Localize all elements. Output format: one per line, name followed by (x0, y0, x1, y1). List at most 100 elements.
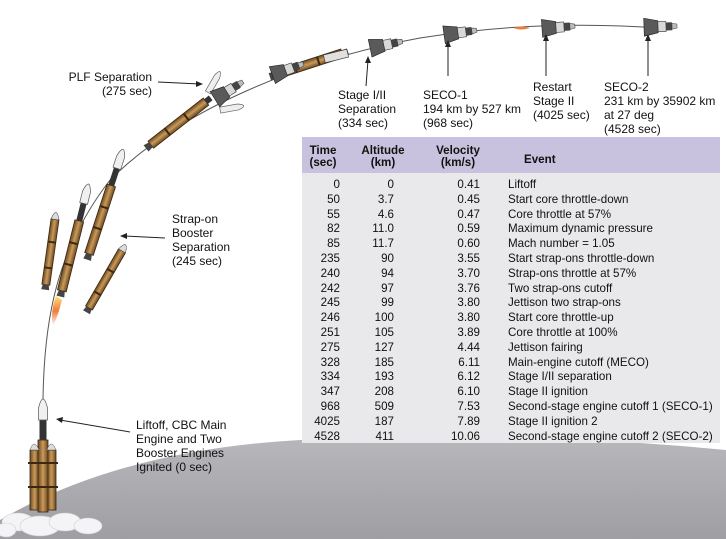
header-line: (sec) (309, 156, 337, 169)
label-line: Booster Engines (136, 446, 225, 460)
cell-time: 4025 (314, 414, 340, 428)
engine-flame (52, 296, 62, 326)
table-row: 4025 187 7.89 Stage II ignition 2 (302, 415, 720, 430)
label-line: SECO-1 (423, 88, 468, 102)
cell-event: Stage II ignition 2 (508, 414, 598, 428)
cell-velocity: 6.11 (458, 355, 480, 369)
cell-event: Start strap-ons throttle-down (508, 251, 655, 265)
header-event: Event (494, 137, 720, 173)
cell-event: Jettison fairing (508, 340, 583, 354)
label-line: Stage II (533, 94, 575, 108)
table-row: 85 11.7 0.60 Mach number = 1.05 (302, 237, 720, 252)
cell-altitude: 187 (374, 414, 394, 428)
cell-event: Second-stage engine cutoff 1 (SECO-1) (508, 399, 713, 413)
cell-altitude: 100 (374, 311, 394, 325)
cell-velocity: 0.60 (457, 237, 480, 251)
cell-event: Stage I/II separation (508, 370, 612, 384)
cell-time: 246 (320, 311, 340, 325)
cell-velocity: 3.55 (457, 251, 480, 265)
header-line: Velocity (436, 144, 480, 157)
table-row: 55 4.6 0.47 Core throttle at 57% (302, 208, 720, 223)
cell-altitude: 94 (381, 266, 394, 280)
cell-velocity: 3.70 (457, 266, 480, 280)
label-line: SECO-2 (604, 80, 649, 94)
header-line: Altitude (361, 144, 405, 157)
vehicle-at-plf-separation (142, 93, 214, 153)
cell-altitude: 193 (374, 370, 394, 384)
label-line: (4528 sec) (604, 122, 661, 136)
launch-vehicle-on-pad (28, 398, 58, 513)
cell-altitude: 208 (374, 385, 394, 399)
cell-time: 242 (320, 281, 340, 295)
table-row: 82 11.0 0.59 Maximum dynamic pressure (302, 222, 720, 237)
cell-time: 85 (327, 237, 340, 251)
cell-velocity: 3.89 (457, 325, 480, 339)
label-seco2: SECO-2 231 km by 35902 km at 27 deg (452… (604, 80, 715, 136)
separated-booster-left (40, 211, 61, 291)
flight-events-table: Time (sec) Altitude (km) Velocity (km/s)… (302, 137, 720, 443)
label-line: (968 sec) (423, 116, 474, 130)
label-line: Liftoff, CBC Main (136, 418, 227, 432)
cell-time: 55 (327, 207, 340, 221)
fairing-half-lower (219, 102, 245, 114)
vehicle-ascending (52, 182, 94, 326)
callout-arrows (56, 34, 651, 433)
label-restart: Restart Stage II (4025 sec) (533, 80, 590, 122)
cell-event: Stage II ignition (508, 385, 588, 399)
table-header-row: Time (sec) Altitude (km) Velocity (km/s)… (302, 137, 720, 173)
label-line: at 27 deg (604, 108, 655, 122)
label-line: Stage I/II (338, 88, 387, 102)
cell-altitude: 90 (381, 251, 394, 265)
cell-velocity: 3.76 (457, 281, 480, 295)
cell-velocity: 6.10 (457, 385, 480, 399)
table-row: 251 105 3.89 Core throttle at 100% (302, 326, 720, 341)
label-line: (334 sec) (338, 116, 389, 130)
cell-time: 328 (320, 355, 340, 369)
cell-altitude: 105 (374, 325, 394, 339)
header-time: Time (sec) (302, 137, 344, 173)
cell-altitude: 11.0 (372, 222, 394, 236)
cell-velocity: 7.53 (457, 399, 480, 413)
cell-velocity: 10.06 (450, 429, 480, 443)
cell-altitude: 3.7 (377, 192, 394, 206)
vehicle-after-booster-sep (82, 147, 128, 262)
events-table-grid: Time (sec) Altitude (km) Velocity (km/s)… (302, 137, 720, 444)
label-plf-separation: PLF Separation (275 sec) (64, 70, 152, 98)
table-row: 328 185 6.11 Main-engine cutoff (MECO) (302, 356, 720, 371)
label-line: 194 km by 527 km (423, 102, 522, 116)
cell-altitude: 99 (381, 296, 394, 310)
cell-velocity: 0.45 (457, 192, 480, 206)
label-liftoff: Liftoff, CBC Main Engine and Two Booster… (136, 418, 226, 474)
cell-time: 50 (327, 192, 340, 206)
label-line: Booster (172, 226, 214, 240)
cell-time: 334 (320, 370, 340, 384)
cell-time: 240 (320, 266, 340, 280)
table-row: 235 90 3.55 Start strap-ons throttle-down (302, 252, 720, 267)
table-row: 334 193 6.12 Stage I/II separation (302, 370, 720, 385)
stage-separation-core (323, 48, 349, 64)
cell-event: Start core throttle-down (508, 192, 629, 206)
earth-surface (0, 436, 726, 539)
cell-altitude: 0 (387, 178, 394, 191)
label-line: Engine and Two (136, 432, 222, 446)
table-row: 347 208 6.10 Stage II ignition (302, 385, 720, 400)
header-velocity: Velocity (km/s) (422, 137, 494, 173)
cell-event: Liftoff (508, 178, 537, 191)
table-row: 240 94 3.70 Strap-ons throttle at 57% (302, 267, 720, 282)
table-row: 275 127 4.44 Jettison fairing (302, 341, 720, 356)
label-line: PLF Separation (68, 70, 152, 84)
cell-event: Second-stage engine cutoff 2 (SECO-2) (508, 429, 713, 443)
label-line: 231 km by 35902 km (604, 94, 716, 108)
cell-velocity: 4.44 (457, 340, 480, 354)
cell-velocity: 3.80 (457, 296, 480, 310)
cell-time: 235 (320, 251, 340, 265)
label-line: Separation (338, 102, 397, 116)
cell-event: Maximum dynamic pressure (508, 222, 653, 236)
cell-time: 82 (327, 222, 340, 236)
label-seco1: SECO-1 194 km by 527 km (968 sec) (423, 88, 521, 130)
label-stage-separation: Stage I/II Separation (334 sec) (338, 88, 396, 130)
restart-flame (514, 26, 530, 30)
table-row: 50 3.7 0.45 Start core throttle-down (302, 193, 720, 208)
table-body: 0 0 0.41 Liftoff 50 3.7 0.45 Start core throttl… (302, 173, 720, 444)
